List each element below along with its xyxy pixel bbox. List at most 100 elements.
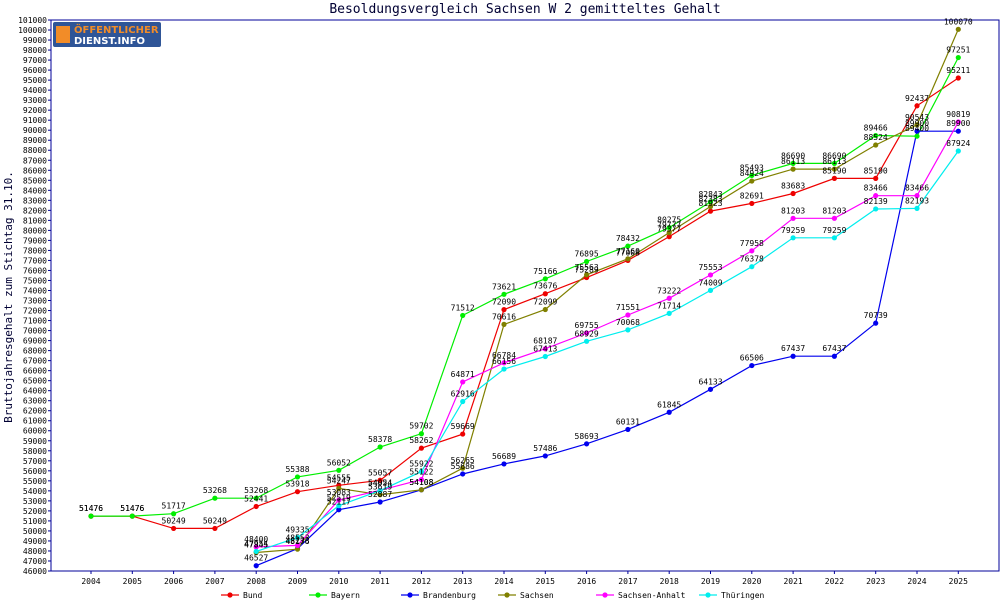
point-bayern [914,133,920,139]
y-tick-label: 57000 [23,457,47,466]
y-tick-label: 96000 [23,66,47,75]
data-label-bayern: 76895 [575,249,599,258]
data-label-brandenburg: 46527 [244,554,268,563]
data-label-sachsen: 77160 [616,247,640,256]
y-tick-label: 94000 [23,86,47,95]
y-tick-label: 58000 [23,447,47,456]
y-tick-label: 90000 [23,126,47,135]
point-th-ringen [831,235,838,241]
point-th-ringen [460,398,466,405]
point-brandenburg [666,409,672,415]
data-label-brandenburg: 56689 [492,452,516,461]
x-tick-label: 2018 [660,577,679,586]
y-tick-label: 74000 [23,286,47,295]
data-label-th-ringen: 54024 [368,479,392,488]
data-label-bund: 73676 [533,282,557,291]
data-label-brandenburg: 52117 [327,498,351,507]
point-sachsen-anhalt [790,215,796,221]
point-th-ringen [666,310,672,316]
x-tick-label: 2021 [783,577,802,586]
point-bund [707,208,714,214]
point-sachsen-anhalt [294,542,301,549]
y-tick-label: 55000 [23,477,47,486]
data-label-bund: 82691 [740,191,764,200]
point-sachsen-anhalt [914,193,920,199]
data-label-sachsen: 88524 [864,133,888,142]
x-tick-label: 2023 [866,577,885,586]
legend-item-bayern: Bayern [309,591,360,600]
data-label-bayern: 86690 [822,151,846,160]
point-bayern [212,495,218,501]
chart-title: Besoldungsvergleich Sachsen W 2 gemittel… [329,2,720,17]
data-label-bayern: 58378 [368,435,392,444]
data-label-sachsen: 84924 [740,169,764,178]
data-label-bund: 95211 [946,66,970,75]
x-tick-label: 2016 [577,577,596,586]
point-bayern [542,276,548,282]
data-label-bund: 52441 [244,494,268,503]
data-label-bund: 58262 [409,436,433,445]
point-sachsen-anhalt [336,497,342,503]
data-label-bayern: 51476 [120,504,144,513]
point-sachsen [542,306,548,313]
legend-item-brandenburg: Brandenburg [401,591,476,600]
y-tick-label: 62000 [23,407,47,416]
data-label-bund: 55057 [368,468,392,477]
y-tick-label: 88000 [23,146,47,155]
data-label-brandenburg: 52887 [368,490,392,499]
point-bund [542,291,548,297]
data-label-brandenburg: 60131 [616,417,640,426]
y-tick-label: 84000 [23,186,47,195]
point-th-ringen [914,205,920,212]
data-label-brandenburg: 57486 [533,444,557,453]
data-label-sachsen-anhalt: 48553 [285,533,309,542]
point-sachsen-anhalt [955,119,961,125]
data-label-sachsen-anhalt: 71551 [616,303,640,312]
data-label-brandenburg: 89900 [905,119,929,128]
y-tick-label: 49000 [23,537,47,546]
y-axis-label: Bruttojahresgehalt zum Stichtag 31.10. [2,171,15,423]
point-bund [749,200,755,207]
data-label-sachsen: 70616 [492,312,516,321]
y-tick-label: 47000 [23,557,47,566]
point-th-ringen [294,534,301,541]
x-tick-label: 2024 [907,577,926,586]
point-brandenburg [542,453,548,459]
data-label-th-ringen: 76378 [740,255,764,264]
point-bayern [584,258,590,265]
point-brandenburg [377,499,383,505]
point-bund [790,190,796,197]
legend-label: Bund [243,591,262,600]
point-sachsen [955,26,961,32]
data-label-bayern: 97251 [946,46,970,55]
point-bund [460,431,466,437]
x-tick-label: 2012 [412,577,431,586]
y-tick-label: 80000 [23,226,47,235]
data-label-sachsen: 100070 [944,17,973,26]
x-tick-label: 2009 [288,577,307,586]
x-tick-label: 2022 [825,577,844,586]
data-label-brandenburg: 61845 [657,400,681,409]
data-label-sachsen-anhalt: 48400 [244,535,268,544]
y-tick-label: 60000 [23,427,47,436]
point-bund [377,477,383,483]
data-label-sachsen: 79777 [657,221,681,230]
y-tick-label: 95000 [23,76,47,85]
point-brandenburg [749,362,755,369]
legend-item-sachsen-anhalt: Sachsen-Anhalt [596,591,686,600]
y-tick-label: 70000 [23,327,47,336]
point-brandenburg [873,320,879,326]
data-label-th-ringen: 82139 [864,197,888,206]
point-bayern [377,444,383,450]
point-sachsen [418,487,424,493]
data-label-sachsen: 72099 [533,298,557,307]
point-bayern [253,495,259,501]
data-label-sachsen-anhalt: 55122 [409,468,433,477]
data-label-bayern: 51717 [162,502,186,511]
data-label-brandenburg: 48233 [285,537,309,546]
point-bayern [873,132,879,139]
point-bayern [171,511,177,517]
x-tick-label: 2011 [370,577,389,586]
point-sachsen-anhalt [831,215,838,221]
x-tick-label: 2017 [618,577,637,586]
